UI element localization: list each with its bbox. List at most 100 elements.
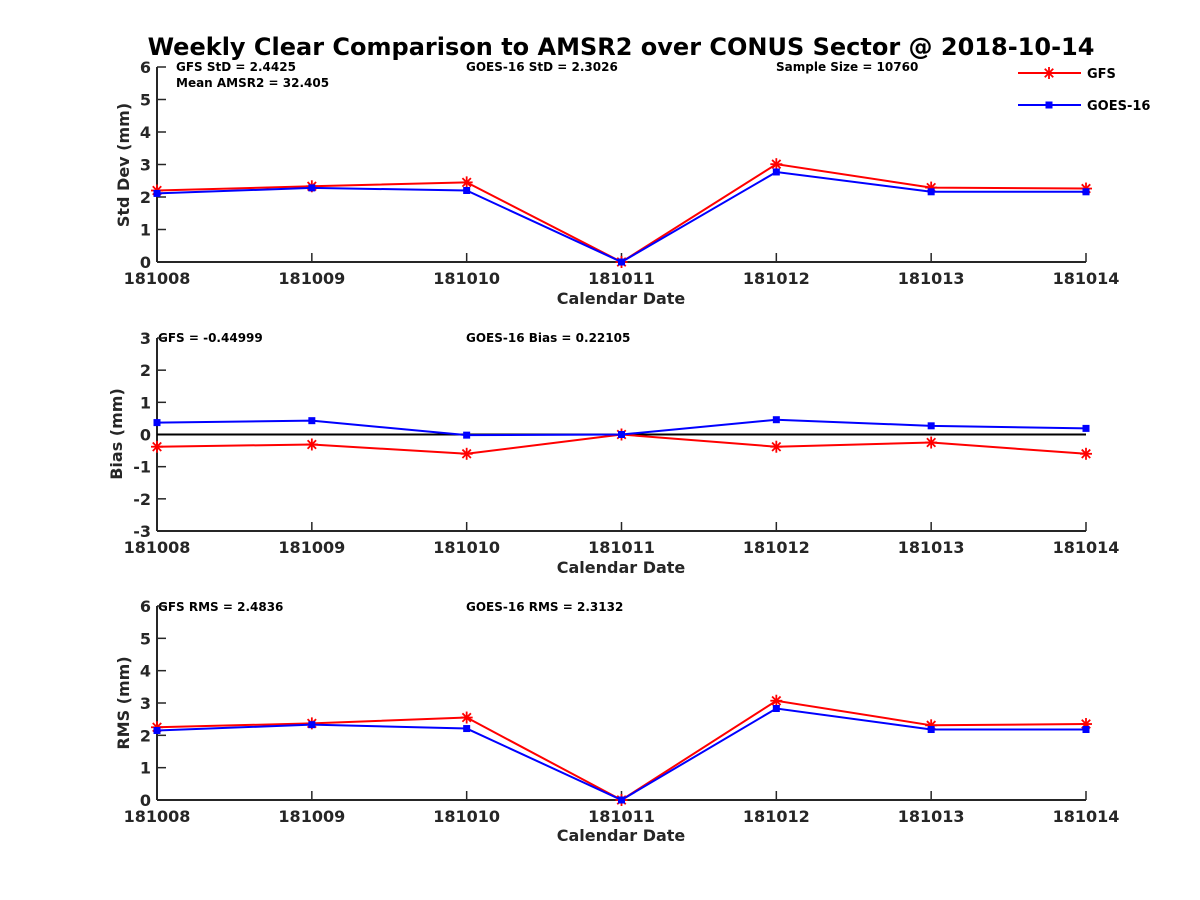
x-tick-label: 181008 <box>124 538 191 557</box>
y-tick-label: 1 <box>140 759 151 778</box>
x-tick-label: 181012 <box>743 807 810 826</box>
x-tick-label: 181012 <box>743 538 810 557</box>
data-point-goes16 <box>927 188 935 196</box>
square-marker <box>308 721 316 729</box>
x-tick-label: 181014 <box>1053 538 1120 557</box>
x-tick-label: 181009 <box>278 269 345 288</box>
data-point-goes16 <box>618 796 625 804</box>
annotation-goes-std: GOES-16 StD = 2.3026 <box>466 60 618 74</box>
x-tick-label: 181013 <box>898 807 965 826</box>
y-tick-label: 1 <box>140 393 151 412</box>
data-point-goes16 <box>153 189 161 197</box>
data-point-goes16 <box>463 725 471 733</box>
y-axis-label: RMS (mm) <box>114 656 133 749</box>
asterisk-stroke <box>771 159 782 170</box>
asterisk-stroke <box>1044 68 1054 78</box>
x-tick-label: 181013 <box>898 538 965 557</box>
data-point-goes16 <box>927 422 935 430</box>
y-tick-label: 3 <box>140 156 151 175</box>
y-tick-label: 3 <box>140 694 151 713</box>
data-point-goes16 <box>1082 188 1090 196</box>
y-tick-label: 6 <box>140 597 151 616</box>
y-tick-label: 0 <box>140 426 151 445</box>
y-tick-label: 6 <box>140 58 151 77</box>
series-line-gfs <box>156 163 1087 264</box>
data-point-gfs <box>460 447 473 460</box>
asterisk-stroke <box>306 439 317 450</box>
square-marker <box>772 704 780 712</box>
square-marker <box>618 431 625 438</box>
data-point-goes16 <box>618 258 625 266</box>
legend-asterisk-icon <box>1043 67 1055 79</box>
legend-label-goes16: GOES-16 <box>1087 99 1150 114</box>
square-marker <box>153 726 161 734</box>
x-tick-label: 181008 <box>124 807 191 826</box>
chart-title: Weekly Clear Comparison to AMSR2 over CO… <box>148 33 1095 61</box>
square-marker <box>618 796 625 804</box>
legend-item-goes16: GOES-16 <box>1018 99 1150 114</box>
data-point-gfs <box>770 158 783 171</box>
y-tick-label: 4 <box>140 662 151 681</box>
square-marker <box>618 258 625 266</box>
y-axis-label: Std Dev (mm) <box>114 103 133 227</box>
legend-marker-gfs <box>1043 67 1055 79</box>
y-tick-label: 1 <box>140 221 151 240</box>
panel-bias: GFS = -0.44999 GOES-16 Bias = 0.22105 Ca… <box>107 329 1119 577</box>
data-point-gfs <box>770 694 783 707</box>
square-marker <box>1082 424 1090 432</box>
legend-marker-goes16 <box>1045 101 1053 109</box>
x-tick-label: 181014 <box>1053 807 1120 826</box>
x-tick-label: 181011 <box>588 269 655 288</box>
data-point-goes16 <box>463 187 471 194</box>
data-point-gfs <box>151 440 163 453</box>
annotation-gfs-std: GFS StD = 2.4425 <box>176 60 296 74</box>
data-point-goes16 <box>308 417 316 425</box>
data-point-goes16 <box>463 431 471 439</box>
asterisk-stroke <box>152 441 162 452</box>
series-line-goes16 <box>156 170 1086 264</box>
x-axis-label: Calendar Date <box>557 558 686 577</box>
legend-item-gfs: GFS <box>1018 67 1116 82</box>
square-marker <box>463 187 471 194</box>
data-point-goes16 <box>1082 726 1090 734</box>
data-point-goes16 <box>772 704 780 712</box>
legend: GFS GOES-16 <box>1018 67 1150 114</box>
x-tick-label: 181009 <box>278 538 345 557</box>
asterisk-stroke <box>771 441 782 452</box>
square-marker <box>1082 188 1090 196</box>
y-tick-label: 5 <box>140 629 151 648</box>
legend-square-icon <box>1045 101 1053 109</box>
square-marker <box>927 188 935 196</box>
square-marker <box>153 189 161 197</box>
data-point-gfs <box>460 711 473 724</box>
asterisk-stroke <box>461 448 472 459</box>
data-point-gfs <box>770 440 783 453</box>
square-marker <box>153 419 161 427</box>
asterisk-stroke <box>926 437 937 448</box>
square-marker <box>1045 101 1053 109</box>
y-tick-label: -3 <box>133 522 151 541</box>
annotation-goes-rms: GOES-16 RMS = 2.3132 <box>466 600 623 614</box>
y-tick-label: 2 <box>140 361 151 380</box>
panel-rms: GFS RMS = 2.4836 GOES-16 RMS = 2.3132 Ca… <box>114 597 1119 845</box>
y-tick-label: 4 <box>140 123 151 142</box>
x-tick-label: 181010 <box>433 807 500 826</box>
y-tick-label: 0 <box>140 253 151 272</box>
y-tick-label: -1 <box>133 458 151 477</box>
data-point-gfs <box>305 438 318 451</box>
data-point-goes16 <box>772 168 780 176</box>
annotation-gfs-rms: GFS RMS = 2.4836 <box>158 600 283 614</box>
square-marker <box>308 184 316 192</box>
square-marker <box>772 416 780 424</box>
square-marker <box>463 431 471 439</box>
legend-label-gfs: GFS <box>1087 67 1116 82</box>
series-line-gfs <box>156 699 1087 802</box>
data-point-goes16 <box>308 184 316 192</box>
y-axis-label: Bias (mm) <box>107 388 126 480</box>
data-point-goes16 <box>153 726 161 734</box>
x-tick-label: 181010 <box>433 269 500 288</box>
y-tick-label: 0 <box>140 791 151 810</box>
square-marker <box>927 422 935 430</box>
data-point-goes16 <box>1082 424 1090 432</box>
x-axis-label: Calendar Date <box>557 289 686 308</box>
